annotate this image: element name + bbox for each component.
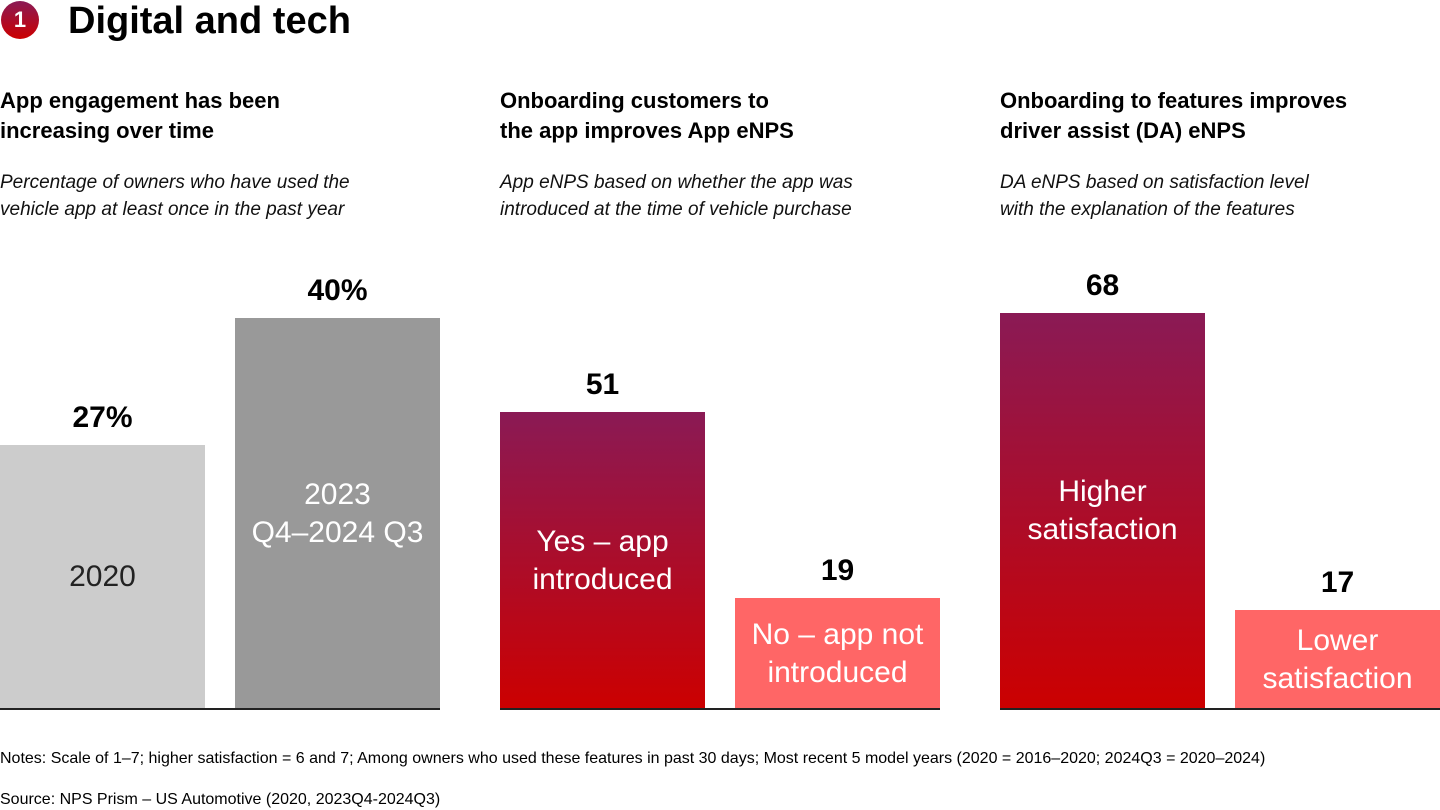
panel-title: Onboarding to features improves driver a… <box>1000 88 1348 143</box>
notes: Notes: Scale of 1–7; higher satisfaction… <box>0 750 1266 767</box>
bar-category-label: Higher satisfaction <box>1027 475 1178 547</box>
bar-category-label: Lower satisfaction <box>1262 623 1413 695</box>
baseline <box>1000 708 1440 710</box>
bar-category-label: 2020 <box>69 560 136 594</box>
bar <box>235 318 440 709</box>
baseline <box>500 708 940 710</box>
value-label: 40% <box>307 274 368 308</box>
source: Source: NPS Prism – US Automotive (2020,… <box>0 791 441 808</box>
panel-title: App engagement has been increasing over … <box>0 88 280 143</box>
value-label: 68 <box>1085 269 1120 303</box>
value-label: 51 <box>585 368 620 402</box>
value-label: 19 <box>820 554 855 588</box>
bar-category-label: Yes – app introduced <box>532 524 673 596</box>
panel-title: Onboarding customers to the app improves… <box>500 88 794 143</box>
panel-subtitle: Percentage of owners who have used the v… <box>0 172 350 220</box>
value-label: 17 <box>1320 566 1355 600</box>
bar <box>1000 313 1205 709</box>
bar <box>500 412 705 709</box>
bar <box>0 445 205 709</box>
value-label: 27% <box>72 401 133 435</box>
bar-category-label: No – app not introduced <box>751 617 924 689</box>
baseline <box>0 708 440 710</box>
bar <box>1235 610 1440 709</box>
bar <box>735 598 940 709</box>
panel-subtitle: App eNPS based on whether the app was in… <box>500 172 853 220</box>
section-number: 1 <box>1 1 39 39</box>
page-title: Digital and tech <box>68 0 351 42</box>
bar-category-label: 2023 Q4–2024 Q3 <box>251 477 424 549</box>
panel-subtitle: DA eNPS based on satisfaction level with… <box>1000 172 1309 220</box>
